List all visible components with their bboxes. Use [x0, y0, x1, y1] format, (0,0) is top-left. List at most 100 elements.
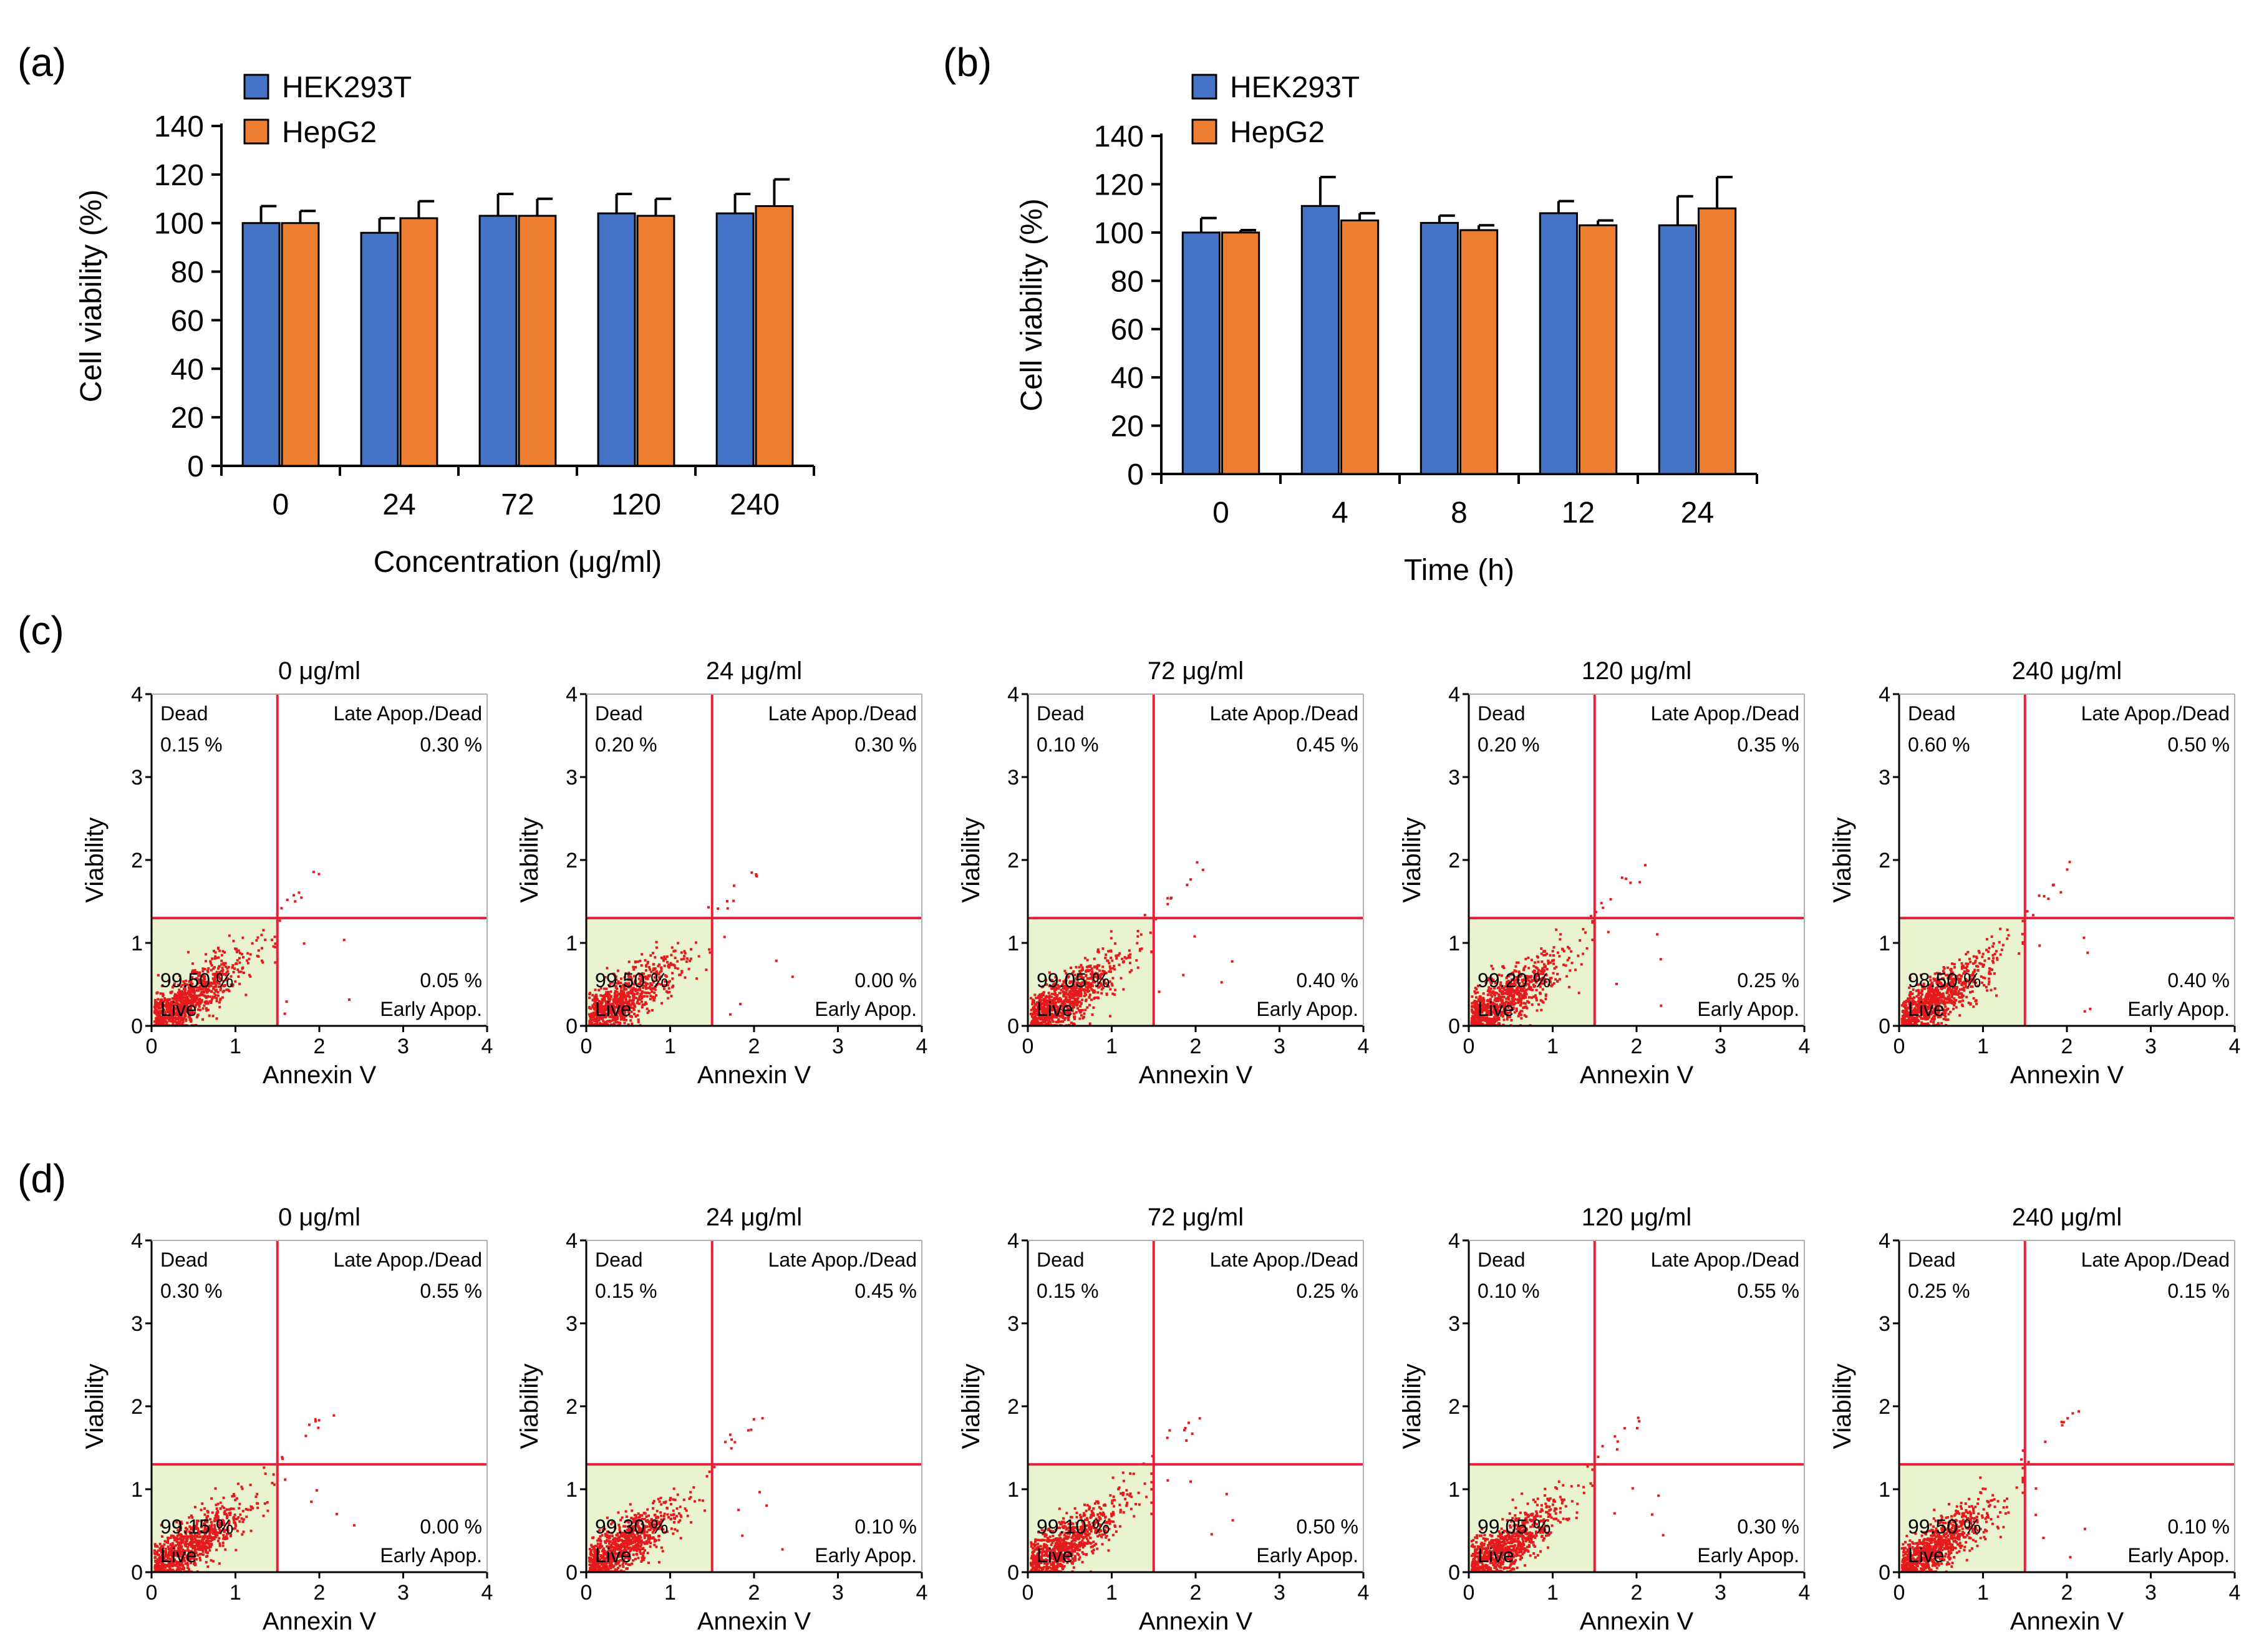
scatter-point — [614, 1019, 617, 1022]
scatter-point — [1053, 997, 1056, 1000]
scatter-point — [1076, 978, 1079, 981]
scatter-point — [1054, 988, 1057, 991]
scatter-point — [1968, 975, 1971, 978]
y-tick-label: 4 — [1879, 683, 1890, 707]
scatter-point — [206, 1002, 210, 1005]
scatter-point — [617, 999, 621, 1002]
scatter-point — [1524, 978, 1527, 981]
scatter-point — [637, 997, 641, 1000]
scatter-point — [211, 973, 215, 976]
y-tick-label: 140 — [1094, 120, 1144, 153]
scatter-point — [632, 995, 636, 998]
scatter-point — [652, 981, 655, 984]
scatter-point — [1032, 1017, 1035, 1020]
scatter-point — [1486, 999, 1489, 1002]
scatter-point — [1972, 997, 1975, 1000]
scatter-point — [1527, 956, 1530, 959]
scatter-point — [1081, 1017, 1085, 1020]
scatter-point — [1092, 991, 1095, 994]
scatter-point — [1040, 1008, 1043, 1011]
scatter-point — [1489, 981, 1492, 984]
scatter-point — [1519, 1003, 1522, 1007]
scatter-point — [1521, 978, 1524, 982]
x-tick-label: 4 — [1332, 496, 1348, 529]
scatter-point — [1150, 950, 1153, 953]
scatter-point — [638, 987, 641, 990]
scatter-point — [1546, 968, 1549, 971]
scatter-point — [2089, 1007, 2092, 1010]
x-tick-label: 3 — [2145, 1035, 2157, 1058]
scatter-point — [621, 998, 624, 1001]
scatter-point — [1045, 995, 1048, 998]
scatter-point — [1478, 1015, 1481, 1018]
quadrant-label-late: Late Apop./Dead — [768, 702, 917, 725]
scatter-point — [1552, 954, 1555, 957]
y-tick-label: 0 — [1879, 1015, 1890, 1038]
scatter-point — [633, 1013, 636, 1016]
scatter-point — [1506, 1012, 1509, 1015]
scatter-point — [1475, 1011, 1478, 1014]
scatter-point — [1557, 951, 1560, 954]
scatter-point — [1932, 994, 1935, 997]
scatter-point — [193, 971, 196, 974]
scatter-point — [1080, 992, 1083, 995]
scatter-point — [1547, 960, 1550, 964]
scatter-point — [1070, 985, 1073, 988]
scatter-point — [227, 965, 230, 968]
scatter-point — [1088, 983, 1091, 986]
scatter-point — [1531, 1003, 1534, 1006]
scatter-point — [1483, 1009, 1486, 1012]
scatter-point — [637, 1002, 641, 1005]
scatter-point — [1944, 1015, 1947, 1018]
scatter-point — [1532, 995, 1536, 998]
scatter-point — [671, 977, 674, 980]
scatter-point — [1940, 1013, 1943, 1016]
scatter-point — [1047, 1007, 1050, 1010]
scatter-point — [1543, 950, 1546, 953]
scatter-point — [619, 995, 622, 998]
scatter-point — [246, 962, 249, 965]
scatter-point — [172, 1000, 175, 1003]
scatter-point — [617, 1021, 621, 1024]
x-tick-label: 240 — [730, 488, 780, 521]
scatter-point — [651, 983, 654, 987]
scatter-point — [1506, 1018, 1509, 1021]
scatter-point — [1110, 937, 1113, 940]
scatter-point — [1125, 957, 1128, 960]
scatter-point — [203, 982, 206, 985]
scatter-point — [1101, 970, 1105, 973]
x-tick-label: 0 — [146, 1035, 158, 1058]
scatter-point — [1072, 997, 1075, 1000]
scatter-point — [1070, 990, 1073, 993]
scatter-point — [215, 985, 218, 988]
x-axis-title: Concentration (μg/ml) — [374, 546, 662, 579]
scatter-point — [1999, 927, 2002, 930]
scatter-point — [202, 980, 205, 983]
scatter-point — [1481, 1003, 1484, 1007]
scatter-point — [200, 981, 203, 984]
scatter-point — [649, 982, 652, 985]
scatter-point — [155, 1001, 158, 1004]
scatter-point — [1962, 994, 1965, 997]
scatter-point — [1040, 998, 1043, 1002]
y-tick-label: 4 — [1007, 683, 1019, 707]
scatter-point — [1908, 986, 1911, 989]
x-tick-label: 0 — [581, 1035, 593, 1058]
scatter-point — [217, 967, 220, 970]
scatter-point — [1090, 975, 1093, 978]
scatter-point — [1158, 990, 1161, 993]
scatter-point — [1995, 994, 1998, 997]
scatter-point — [1986, 989, 1989, 992]
scatter-point — [651, 996, 654, 999]
quadrant-label-early: Early Apop. — [1256, 998, 1358, 1020]
scatter-point — [591, 998, 594, 1002]
scatter-point — [191, 976, 194, 979]
scatter-point — [236, 968, 239, 971]
scatter-point — [1081, 966, 1084, 969]
scatter-point — [196, 989, 200, 992]
scatter-point — [627, 978, 630, 981]
scatter-point — [723, 935, 726, 939]
scatter-point — [234, 980, 237, 983]
scatter-point — [622, 987, 626, 990]
scatter-point — [617, 980, 620, 983]
